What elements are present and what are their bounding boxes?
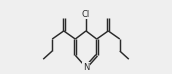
Text: N: N xyxy=(83,63,89,72)
Text: Cl: Cl xyxy=(82,10,90,19)
